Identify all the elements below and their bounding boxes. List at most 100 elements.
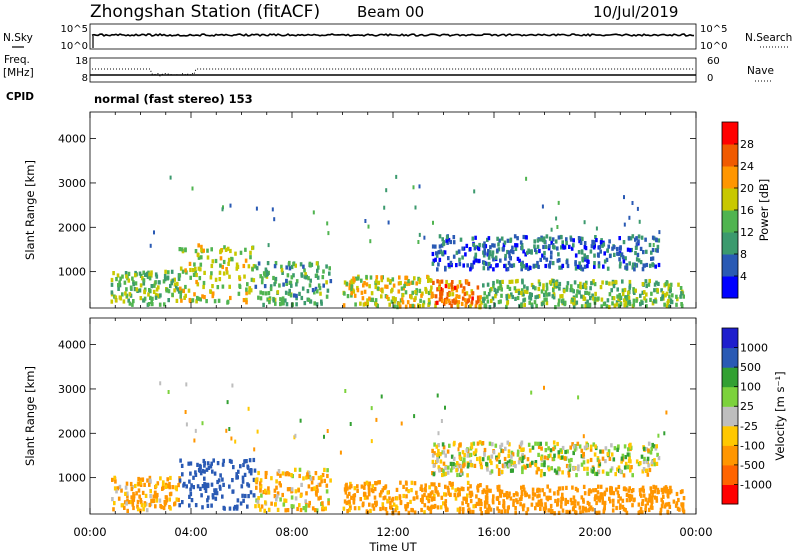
echo-cell xyxy=(572,466,576,471)
echo-cell xyxy=(300,295,304,301)
echo-cell xyxy=(413,414,416,419)
echo-cell xyxy=(624,461,628,466)
echo-cell xyxy=(526,463,529,468)
echo-cell xyxy=(368,502,371,507)
echo-cell xyxy=(479,506,482,512)
echo-cell xyxy=(579,264,583,269)
echo-cell xyxy=(163,500,167,505)
echo-cell xyxy=(578,239,581,244)
y-tick-label: 2000 xyxy=(58,221,86,234)
echo-cell xyxy=(608,292,612,297)
echo-cell xyxy=(472,260,476,265)
echo-cell xyxy=(595,500,598,506)
echo-cell xyxy=(595,471,599,477)
echo-cell xyxy=(520,243,524,248)
echo-cell xyxy=(176,287,180,292)
echo-cell xyxy=(382,496,386,501)
echo-cell xyxy=(229,203,232,208)
echo-cell xyxy=(651,235,655,240)
echo-cell xyxy=(356,288,360,293)
echo-cell xyxy=(564,449,567,455)
echo-cell xyxy=(469,304,472,309)
echo-cell xyxy=(251,245,254,251)
echo-cell xyxy=(212,458,215,463)
echo-cell xyxy=(411,280,415,285)
echo-cell xyxy=(329,478,332,483)
echo-cell xyxy=(502,464,505,469)
echo-cell xyxy=(542,283,545,288)
echo-cell xyxy=(404,290,408,295)
echo-cell xyxy=(448,292,452,297)
echo-cell xyxy=(387,220,390,225)
echo-cell xyxy=(534,441,537,446)
echo-cell xyxy=(227,261,230,266)
echo-cell xyxy=(553,453,556,458)
echo-cell xyxy=(304,275,308,280)
echo-cell xyxy=(496,279,499,284)
echo-cell xyxy=(138,494,141,499)
echo-cell xyxy=(653,458,656,463)
echo-cell xyxy=(472,504,475,509)
echo-cell xyxy=(548,280,552,285)
echo-cell xyxy=(605,304,609,309)
echo-cell xyxy=(453,300,456,305)
echo-cell xyxy=(221,494,224,499)
echo-cell xyxy=(149,489,152,494)
echo-cell xyxy=(234,439,237,444)
echo-cell xyxy=(442,461,446,466)
echo-cell xyxy=(153,283,156,288)
echo-cell xyxy=(481,441,485,446)
echo-cell xyxy=(431,490,434,495)
colorbar-tick-label: -1000 xyxy=(740,478,772,491)
echo-cell xyxy=(655,498,659,503)
echo-cell xyxy=(492,450,496,455)
echo-cell xyxy=(210,461,213,466)
echo-cell xyxy=(189,471,192,476)
echo-cell xyxy=(398,304,402,309)
echo-cell xyxy=(530,390,533,395)
echo-cell xyxy=(543,507,547,513)
echo-cell xyxy=(587,508,591,513)
echo-cell xyxy=(288,487,291,492)
echo-cell xyxy=(524,465,527,470)
echo-cell xyxy=(567,470,570,475)
echo-cell xyxy=(405,275,409,280)
echo-cell xyxy=(654,237,658,242)
echo-cell xyxy=(148,482,151,487)
echo-cell xyxy=(529,265,532,271)
echo-cell xyxy=(446,449,450,454)
echo-cell xyxy=(303,268,306,273)
echo-cell xyxy=(219,263,222,268)
echo-cell xyxy=(629,248,632,253)
velocity-heatmap xyxy=(111,381,686,516)
echo-cell xyxy=(397,281,401,286)
echo-cell xyxy=(485,500,489,505)
echo-cell xyxy=(616,246,619,252)
echo-cell xyxy=(276,471,280,476)
x-axis-label: Time UT xyxy=(368,540,417,554)
echo-cell xyxy=(455,250,459,255)
echo-cell xyxy=(249,468,253,473)
echo-cell xyxy=(316,289,319,294)
echo-cell xyxy=(444,504,447,509)
echo-cell xyxy=(613,303,617,308)
echo-cell xyxy=(241,493,244,498)
echo-cell xyxy=(182,483,185,488)
echo-cell xyxy=(165,287,169,292)
echo-cell xyxy=(197,253,200,258)
echo-cell xyxy=(452,240,456,245)
echo-cell xyxy=(647,463,650,468)
echo-cell xyxy=(655,444,658,449)
echo-cell xyxy=(508,286,512,291)
echo-cell xyxy=(277,469,281,474)
echo-cell xyxy=(520,440,524,445)
echo-cell xyxy=(548,488,552,493)
echo-cell xyxy=(505,491,509,496)
echo-cell xyxy=(117,283,120,288)
echo-cell xyxy=(383,205,386,210)
echo-cell xyxy=(206,482,210,487)
echo-cell xyxy=(660,504,664,509)
y-tick-label: 4000 xyxy=(58,133,86,146)
echo-cell xyxy=(364,301,367,306)
echo-cell xyxy=(342,303,346,308)
